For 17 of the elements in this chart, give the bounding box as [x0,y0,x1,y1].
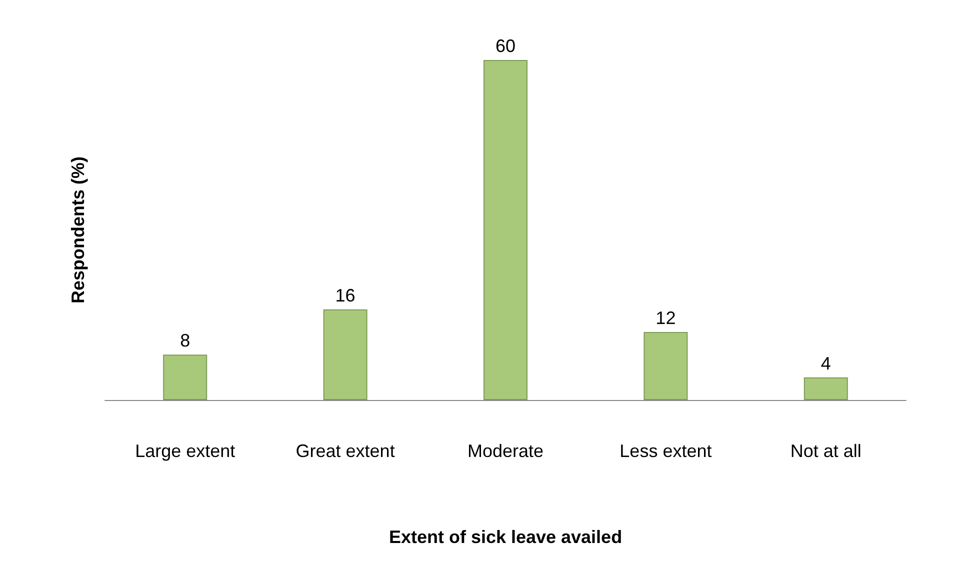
data-label: 60 [495,36,516,56]
bar [804,377,848,400]
x-tick-label: Not at all [790,441,862,461]
data-label: 4 [820,353,831,374]
data-label: 8 [180,330,190,351]
x-axis-title: Extent of sick leave availed [388,527,622,547]
data-label: 12 [656,308,676,328]
y-axis-title: Respondents (%) [68,156,88,304]
data-label: 16 [335,285,356,306]
x-tick-label: Less extent [620,441,712,461]
bar [644,332,688,400]
x-tick-label: Large extent [135,441,236,461]
x-tick-label: Moderate [467,441,544,461]
bar [163,354,208,400]
x-tick-label: Great extent [296,441,395,461]
bar [484,60,528,400]
bar [323,309,368,400]
